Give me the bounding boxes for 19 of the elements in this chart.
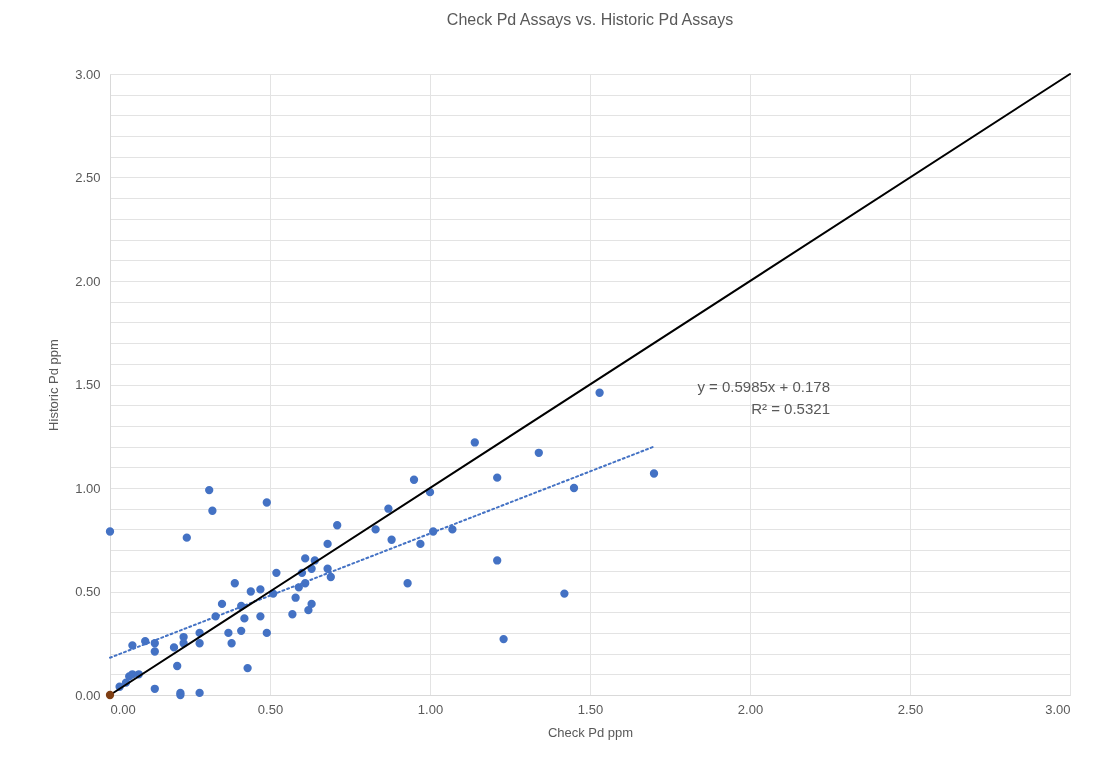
y-tick-label: 3.00: [75, 66, 101, 82]
annotation: y = 0.5985x + 0.178: [697, 378, 830, 395]
chart-title: Check Pd Assays vs. Historic Pd Assays: [446, 11, 734, 28]
y-tick-label: 0.50: [75, 584, 101, 599]
y-tick-label: 2.00: [75, 273, 101, 289]
x-tick-label: 3.00: [1045, 701, 1071, 717]
annotation: R² = 0.5321: [751, 400, 830, 417]
y-tick-label: 2.50: [75, 170, 101, 185]
x-tick-label: 2.50: [897, 701, 924, 717]
y-axis-title: Historic Pd ppm: [46, 339, 62, 431]
y-tick-label: 1.00: [75, 480, 101, 496]
x-tick-label: 0.00: [110, 701, 136, 717]
y-tick-label: 1.50: [75, 377, 101, 392]
x-tick-label: 1.50: [577, 701, 604, 717]
x-tick-label: 0.50: [257, 701, 284, 717]
x-tick-label: 1.00: [417, 701, 444, 717]
x-axis-title: Check Pd ppm: [547, 724, 634, 740]
y-tick-label: 0.00: [75, 687, 101, 703]
x-tick-label: 2.00: [737, 701, 764, 717]
